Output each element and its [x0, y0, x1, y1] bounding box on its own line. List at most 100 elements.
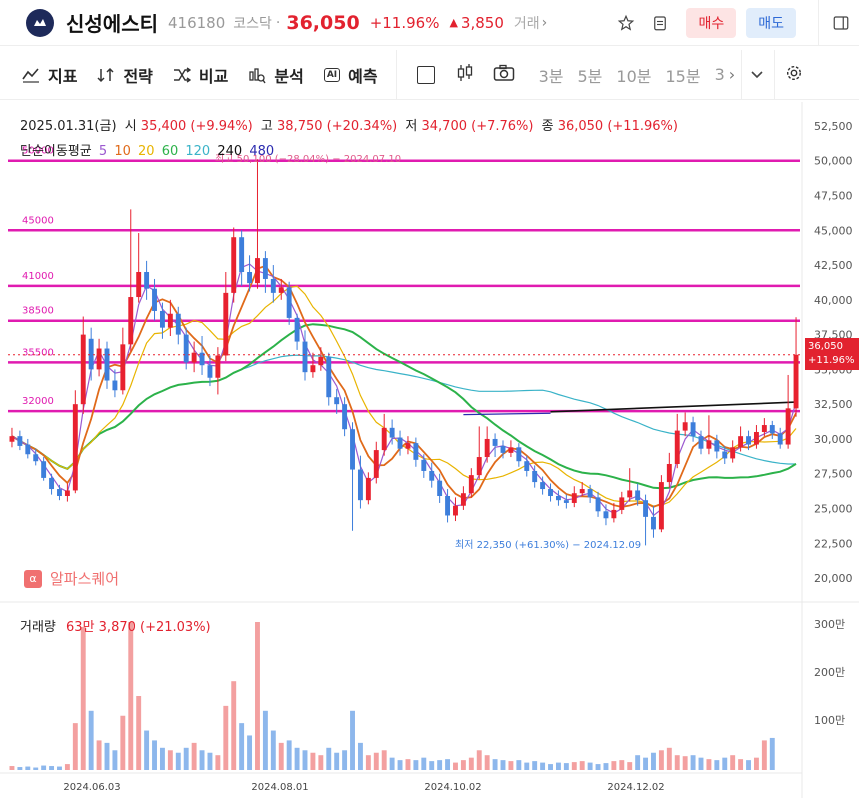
volume-bar[interactable]	[516, 760, 522, 770]
candle[interactable]	[777, 427, 783, 449]
candle[interactable]	[215, 347, 221, 395]
candle[interactable]	[357, 455, 363, 509]
candle[interactable]	[722, 445, 728, 464]
volume-bar[interactable]	[627, 762, 633, 770]
volume-bar[interactable]	[389, 757, 395, 770]
candle[interactable]	[270, 265, 276, 303]
candle[interactable]	[88, 327, 94, 381]
volume-bar[interactable]	[215, 755, 221, 770]
candle[interactable]	[80, 316, 86, 414]
candle[interactable]	[167, 299, 173, 336]
volume-bar[interactable]	[357, 742, 363, 770]
candle[interactable]	[96, 338, 102, 377]
candle[interactable]	[413, 437, 419, 467]
candle[interactable]	[207, 355, 213, 387]
volume-bar[interactable]	[183, 747, 189, 770]
volume-bar[interactable]	[698, 757, 704, 770]
candle[interactable]	[658, 475, 664, 533]
candle[interactable]	[144, 260, 150, 300]
clipboard-icon[interactable]	[650, 13, 670, 33]
volume-bar[interactable]	[262, 710, 268, 770]
volume-bar[interactable]	[405, 759, 411, 770]
candle[interactable]	[365, 472, 371, 505]
volume-bar[interactable]	[722, 757, 728, 770]
volume-bar[interactable]	[381, 750, 387, 770]
candle[interactable]	[334, 388, 340, 414]
candle[interactable]	[231, 227, 237, 303]
volume-bar[interactable]	[231, 681, 237, 770]
candle[interactable]	[587, 484, 593, 503]
volume-bar[interactable]	[460, 760, 466, 770]
volume-bar[interactable]	[247, 735, 253, 770]
candle[interactable]	[175, 306, 181, 345]
volume-bar[interactable]	[191, 742, 197, 770]
candle[interactable]	[49, 473, 55, 495]
volume-bar[interactable]	[128, 622, 134, 770]
volume-bar[interactable]	[508, 761, 514, 770]
volume-bar[interactable]	[9, 766, 15, 770]
volume-bar[interactable]	[532, 761, 538, 770]
volume-bar[interactable]	[611, 761, 617, 770]
gear-icon[interactable]	[785, 64, 803, 86]
volume-bar[interactable]	[437, 760, 443, 770]
candle[interactable]	[611, 502, 617, 523]
volume-bar[interactable]	[658, 750, 664, 770]
candle[interactable]	[104, 341, 110, 389]
volume-bar[interactable]	[80, 626, 86, 770]
sell-button[interactable]: 매도	[746, 7, 796, 38]
strategy-button[interactable]: 전략	[97, 63, 153, 87]
candle[interactable]	[508, 440, 514, 458]
candle[interactable]	[223, 272, 229, 362]
candle[interactable]	[761, 418, 767, 437]
forecast-button[interactable]: AI 예측	[323, 63, 378, 87]
volume-bar[interactable]	[223, 705, 229, 770]
buy-button[interactable]: 매수	[686, 7, 737, 38]
volume-bar[interactable]	[397, 760, 403, 770]
candle[interactable]	[476, 426, 482, 480]
volume-bar[interactable]	[25, 766, 31, 770]
candle[interactable]	[753, 425, 759, 449]
volume-bar[interactable]	[524, 762, 530, 770]
candle[interactable]	[159, 302, 165, 339]
volume-bar[interactable]	[666, 747, 672, 770]
candle[interactable]	[563, 494, 569, 509]
volume-bar[interactable]	[350, 710, 355, 770]
volume-bar[interactable]	[318, 755, 324, 770]
candle[interactable]	[793, 317, 799, 417]
volume-bar[interactable]	[706, 759, 712, 770]
indicator-button[interactable]: 지표	[22, 63, 77, 87]
volume-bar[interactable]	[500, 760, 506, 770]
candle[interactable]	[302, 330, 308, 381]
candle[interactable]	[666, 452, 672, 488]
volume-bar[interactable]	[199, 750, 205, 770]
candle[interactable]	[429, 462, 435, 488]
candle[interactable]	[579, 482, 585, 496]
candle[interactable]	[183, 327, 189, 370]
volume-bar[interactable]	[302, 750, 308, 770]
sidebar-toggle-icon[interactable]	[831, 13, 851, 33]
candle[interactable]	[690, 416, 696, 442]
volume-bar[interactable]	[167, 750, 173, 770]
candle[interactable]	[389, 419, 395, 445]
candle[interactable]	[555, 490, 561, 506]
candle[interactable]	[540, 476, 546, 495]
candle[interactable]	[191, 341, 197, 373]
candle[interactable]	[643, 494, 649, 546]
candle[interactable]	[453, 497, 458, 522]
candle[interactable]	[746, 430, 751, 451]
volume-bar[interactable]	[104, 742, 110, 770]
volume-bar[interactable]	[112, 750, 118, 770]
volume-bar[interactable]	[769, 737, 775, 770]
volume-bar[interactable]	[136, 696, 142, 770]
candle[interactable]	[199, 336, 205, 375]
candle[interactable]	[397, 430, 403, 456]
candle[interactable]	[532, 465, 538, 488]
volume-bar[interactable]	[587, 762, 593, 770]
volume-bar[interactable]	[334, 752, 340, 770]
volume-bar[interactable]	[492, 759, 498, 770]
volume-bar[interactable]	[175, 752, 181, 770]
volume-bar[interactable]	[571, 762, 577, 770]
volume-bar[interactable]	[33, 767, 39, 770]
volume-bar[interactable]	[682, 756, 688, 770]
candle[interactable]	[17, 430, 23, 451]
